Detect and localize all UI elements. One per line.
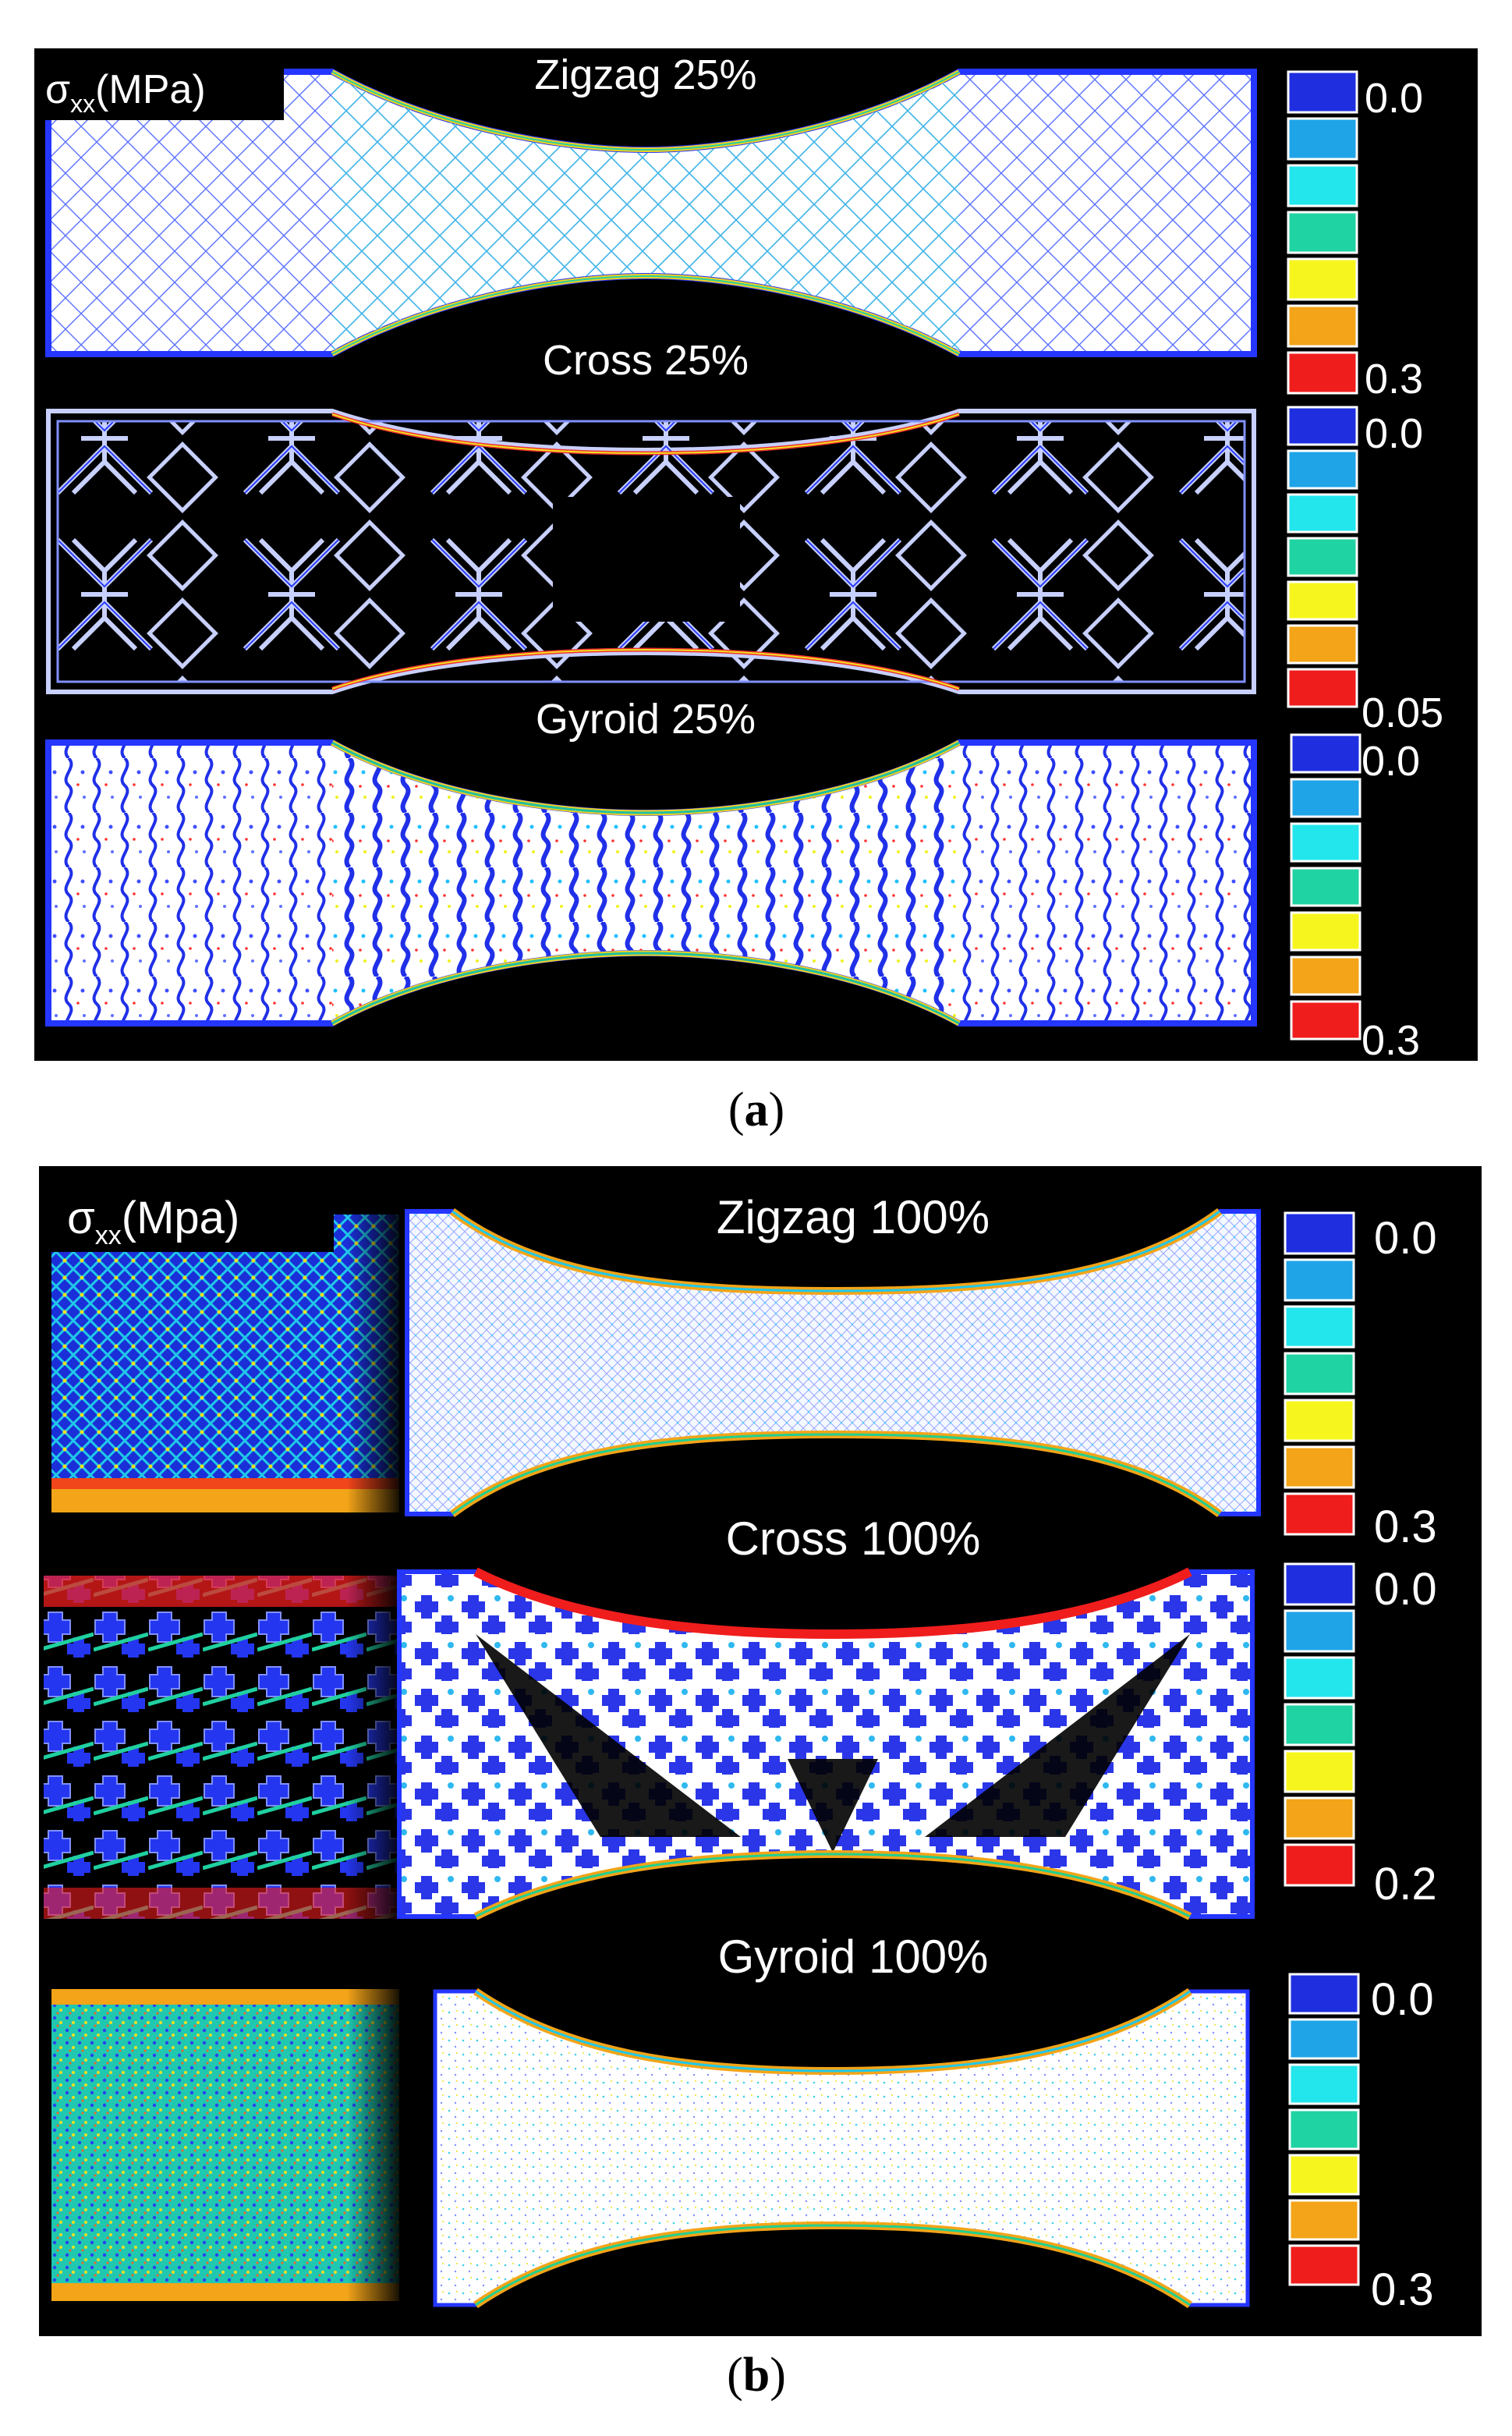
color-swatch — [1284, 1352, 1355, 1395]
cross-100-specimen — [397, 1567, 1255, 1920]
color-swatch — [1287, 493, 1358, 534]
color-swatch — [1284, 1562, 1355, 1606]
zigzag-25-specimen — [45, 69, 1257, 357]
stress-label: σxx(MPa) — [45, 67, 206, 118]
color-swatch — [1290, 778, 1362, 818]
zigzag-25-title: Zigzag 25% — [534, 51, 756, 98]
scale-min-zigzag-25: 0.0 — [1365, 75, 1423, 122]
color-swatch — [1287, 257, 1358, 301]
color-swatch — [1284, 1656, 1355, 1700]
color-swatch — [1288, 1973, 1360, 2015]
caption-b: (b) — [727, 2349, 786, 2402]
cross-100-title: Cross 100% — [726, 1512, 981, 1565]
color-swatch — [1284, 1211, 1355, 1255]
color-swatch — [1287, 70, 1358, 114]
color-swatch — [1284, 1843, 1355, 1887]
scale-max-cross-25: 0.05 — [1362, 690, 1443, 736]
color-swatch — [1290, 911, 1362, 952]
color-swatch — [1287, 668, 1358, 708]
color-swatch — [1284, 1703, 1355, 1746]
panel-a: σxx(MPa) Zigzag 25% Cross 25% Gyroid 25%… — [34, 48, 1478, 1061]
color-scale-cross-25 — [1287, 406, 1358, 708]
color-swatch — [1287, 211, 1358, 254]
color-swatch — [1287, 580, 1358, 621]
color-swatch — [1288, 2244, 1360, 2286]
color-swatch — [1287, 304, 1358, 348]
stress-label-b: σxx(Mpa) — [67, 1193, 239, 1250]
stress-label-box-b — [39, 1166, 334, 1252]
zigzag-100-inset — [51, 1214, 399, 1512]
color-swatch — [1284, 1796, 1355, 1840]
panel-b: σxx(Mpa) Zigzag 100% Cross 100% Gyroid 1… — [39, 1166, 1482, 2336]
gyroid-100-specimen — [433, 1987, 1250, 2309]
color-swatch — [1288, 2018, 1360, 2060]
color-swatch — [1287, 624, 1358, 665]
caption-a: (a) — [728, 1083, 785, 1136]
scale-max-zigzag-25: 0.3 — [1365, 356, 1423, 402]
color-swatch — [1290, 822, 1362, 863]
color-swatch — [1288, 2063, 1360, 2105]
cross-25-title: Cross 25% — [543, 337, 749, 384]
scale-max-cross-100: 0.2 — [1374, 1859, 1437, 1909]
color-swatch — [1284, 1258, 1355, 1302]
scale-max-gyroid-25: 0.3 — [1362, 1017, 1420, 1061]
color-swatch — [1288, 2108, 1360, 2151]
color-swatch — [1290, 1000, 1362, 1041]
scale-min-cross-100: 0.0 — [1374, 1564, 1437, 1615]
gyroid-100-inset — [51, 1989, 399, 2301]
cross-25-specimen — [46, 409, 1256, 694]
color-swatch — [1290, 956, 1362, 996]
color-scale-zigzag-100 — [1284, 1211, 1355, 1536]
color-swatch — [1287, 351, 1358, 395]
scale-min-gyroid-100: 0.0 — [1371, 1974, 1434, 2025]
zigzag-100-specimen — [405, 1207, 1261, 1518]
scale-min-zigzag-100: 0.0 — [1374, 1213, 1437, 1264]
cross-100-inset — [44, 1576, 399, 1919]
color-swatch — [1288, 2199, 1360, 2241]
color-scale-gyroid-100 — [1288, 1973, 1360, 2286]
gyroid-100-title: Gyroid 100% — [718, 1931, 989, 1983]
color-swatch — [1284, 1305, 1355, 1349]
scale-max-gyroid-100: 0.3 — [1371, 2264, 1434, 2315]
color-swatch — [1284, 1445, 1355, 1489]
color-swatch — [1287, 449, 1358, 490]
color-swatch — [1287, 164, 1358, 207]
color-swatch — [1284, 1399, 1355, 1442]
gyroid-25-specimen — [45, 739, 1257, 1027]
color-swatch — [1284, 1609, 1355, 1653]
color-swatch — [1284, 1492, 1355, 1536]
color-swatch — [1287, 537, 1358, 577]
color-swatch — [1284, 1750, 1355, 1793]
color-swatch — [1287, 406, 1358, 446]
scale-min-gyroid-25: 0.0 — [1362, 738, 1420, 785]
stress-label-box — [34, 48, 284, 120]
color-swatch — [1290, 733, 1362, 774]
color-swatch — [1288, 2154, 1360, 2196]
color-swatch — [1287, 117, 1358, 161]
color-scale-zigzag-25 — [1287, 70, 1358, 395]
color-scale-gyroid-25 — [1290, 733, 1362, 1041]
color-scale-cross-100 — [1284, 1562, 1355, 1887]
gyroid-25-title: Gyroid 25% — [536, 696, 756, 743]
scale-min-cross-25: 0.0 — [1365, 410, 1423, 457]
zigzag-100-title: Zigzag 100% — [717, 1191, 990, 1243]
scale-max-zigzag-100: 0.3 — [1374, 1502, 1437, 1552]
color-swatch — [1290, 867, 1362, 907]
